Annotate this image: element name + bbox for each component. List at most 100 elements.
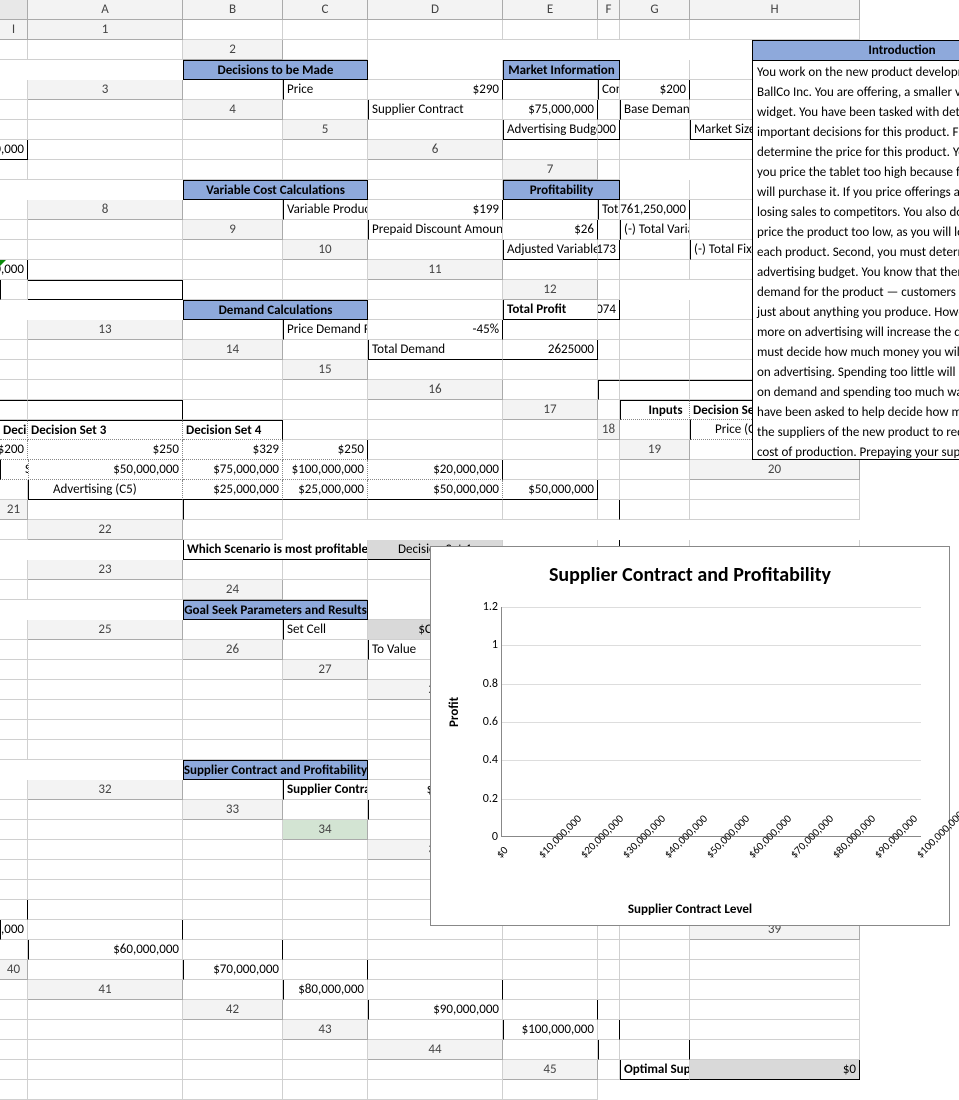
cell-E13[interactable] [598, 320, 620, 340]
cell-E36[interactable] [28, 880, 183, 900]
col-header-A[interactable]: A [28, 0, 183, 20]
cell-G29[interactable] [283, 720, 368, 740]
cell-E12[interactable]: Total Profit [503, 300, 598, 320]
cell-E17[interactable]: Decision Set 3 [28, 420, 183, 440]
cell-I18[interactable] [598, 440, 620, 460]
cell-I14[interactable] [183, 360, 283, 380]
cell-E40[interactable] [503, 960, 598, 980]
cell-E9[interactable]: (-) Total Variable Costs [620, 220, 690, 240]
cell-F13[interactable] [620, 320, 690, 340]
cell-C15[interactable] [598, 360, 620, 380]
row-header-9[interactable]: 9 [183, 220, 283, 240]
cell-I42[interactable] [183, 1020, 283, 1040]
cell-H16[interactable] [283, 400, 368, 420]
cell-B40[interactable]: $70,000,000 [183, 960, 283, 980]
cell-E41[interactable] [598, 980, 620, 1000]
cell-D40[interactable] [368, 960, 503, 980]
cell-E35[interactable] [0, 860, 28, 880]
cell-F45[interactable] [183, 1080, 283, 1100]
cell-E37[interactable] [183, 900, 283, 920]
cell-G18[interactable] [368, 440, 503, 460]
cell-G9[interactable] [0, 240, 28, 260]
cell-H9[interactable] [28, 240, 183, 260]
cell-G40[interactable] [620, 960, 690, 980]
cell-B11[interactable] [598, 260, 620, 280]
cell-C9[interactable]: $26 [503, 220, 598, 240]
cell-B12[interactable]: Demand Calculations [183, 300, 368, 320]
cell-A3[interactable] [183, 80, 283, 100]
cell-C41[interactable] [368, 980, 503, 1000]
cell-I4[interactable] [183, 120, 283, 140]
cell-D43[interactable] [620, 1020, 690, 1040]
cell-D45[interactable] [0, 1080, 28, 1100]
cell-I33[interactable] [183, 820, 283, 840]
cell-C4[interactable]: $75,000,000 [503, 100, 598, 120]
cell-C6[interactable] [620, 140, 690, 160]
cell-D8[interactable] [503, 200, 598, 220]
cell-I3[interactable] [28, 100, 183, 120]
cell-I43[interactable] [283, 1040, 368, 1060]
cell-D30[interactable] [28, 740, 183, 760]
cell-E1[interactable] [598, 20, 620, 40]
cell-C14[interactable]: 2625000 [503, 340, 598, 360]
cell-B45[interactable]: Optimal Supplier Contract? [620, 1060, 690, 1080]
cell-G5[interactable] [28, 140, 183, 160]
cell-B25[interactable]: Set Cell [283, 620, 368, 640]
cell-G45[interactable] [283, 1080, 368, 1100]
row-header-42[interactable]: 42 [183, 1000, 283, 1020]
cell-G17[interactable] [283, 420, 368, 440]
cell-D1[interactable] [503, 20, 598, 40]
cell-B4[interactable]: Supplier Contract [368, 100, 503, 120]
cell-E29[interactable] [28, 720, 183, 740]
row-header-27[interactable]: 27 [283, 660, 368, 680]
cell-F12[interactable]: $197,786,074 [598, 300, 620, 320]
cell-H13[interactable] [0, 340, 28, 360]
row-header-11[interactable]: 11 [368, 260, 503, 280]
cell-G44[interactable] [183, 1060, 283, 1080]
cell-A5[interactable] [368, 120, 503, 140]
cell-I13[interactable] [28, 340, 183, 360]
cell-D5[interactable] [620, 120, 690, 140]
cell-B7[interactable]: Variable Cost Calculations [183, 180, 368, 200]
cell-A20[interactable] [0, 480, 28, 500]
row-header-19[interactable]: 19 [620, 440, 690, 460]
cell-I16[interactable] [368, 400, 503, 420]
cell-G7[interactable] [620, 180, 690, 200]
row-header-10[interactable]: 10 [283, 240, 368, 260]
cell-B20[interactable]: Advertising (C5) [28, 480, 183, 500]
cell-A12[interactable] [598, 280, 620, 300]
cell-I32[interactable] [28, 800, 183, 820]
cell-F42[interactable] [690, 1000, 860, 1020]
cell-G1[interactable] [690, 20, 860, 40]
cell-B39[interactable]: $60,000,000 [28, 940, 183, 960]
row-header-20[interactable]: 20 [690, 460, 860, 480]
cell-I22[interactable] [0, 560, 28, 580]
cell-H41[interactable] [0, 1000, 28, 1020]
cell-I25[interactable] [28, 640, 183, 660]
cell-A11[interactable] [503, 260, 598, 280]
cell-H23[interactable] [0, 580, 28, 600]
cell-B21[interactable] [183, 500, 283, 520]
cell-G21[interactable] [620, 500, 690, 520]
cell-G26[interactable] [0, 660, 28, 680]
cell-A17[interactable] [598, 400, 620, 420]
cell-C3[interactable]: $290 [368, 80, 503, 100]
cell-I21[interactable] [0, 520, 28, 540]
cell-F29[interactable] [183, 720, 283, 740]
cell-B22[interactable]: Which Scenario is most profitable? [183, 540, 368, 560]
cell-E42[interactable] [620, 1000, 690, 1020]
cell-B41[interactable]: $80,000,000 [283, 980, 368, 1000]
row-header-13[interactable]: 13 [28, 320, 183, 340]
cell-F1[interactable] [620, 20, 690, 40]
cell-C13[interactable]: -45% [368, 320, 503, 340]
cell-E44[interactable] [0, 1060, 28, 1080]
cell-I44[interactable] [368, 1060, 503, 1080]
cell-I20[interactable] [690, 480, 860, 500]
cell-F17[interactable]: Decision Set 4 [183, 420, 283, 440]
row-header-5[interactable]: 5 [283, 120, 368, 140]
cell-E19[interactable]: $100,000,000 [283, 460, 368, 480]
cell-C16[interactable] [620, 380, 690, 400]
cell-G10[interactable] [28, 260, 183, 280]
cell-F21[interactable] [598, 500, 620, 520]
cell-H39[interactable] [620, 940, 690, 960]
